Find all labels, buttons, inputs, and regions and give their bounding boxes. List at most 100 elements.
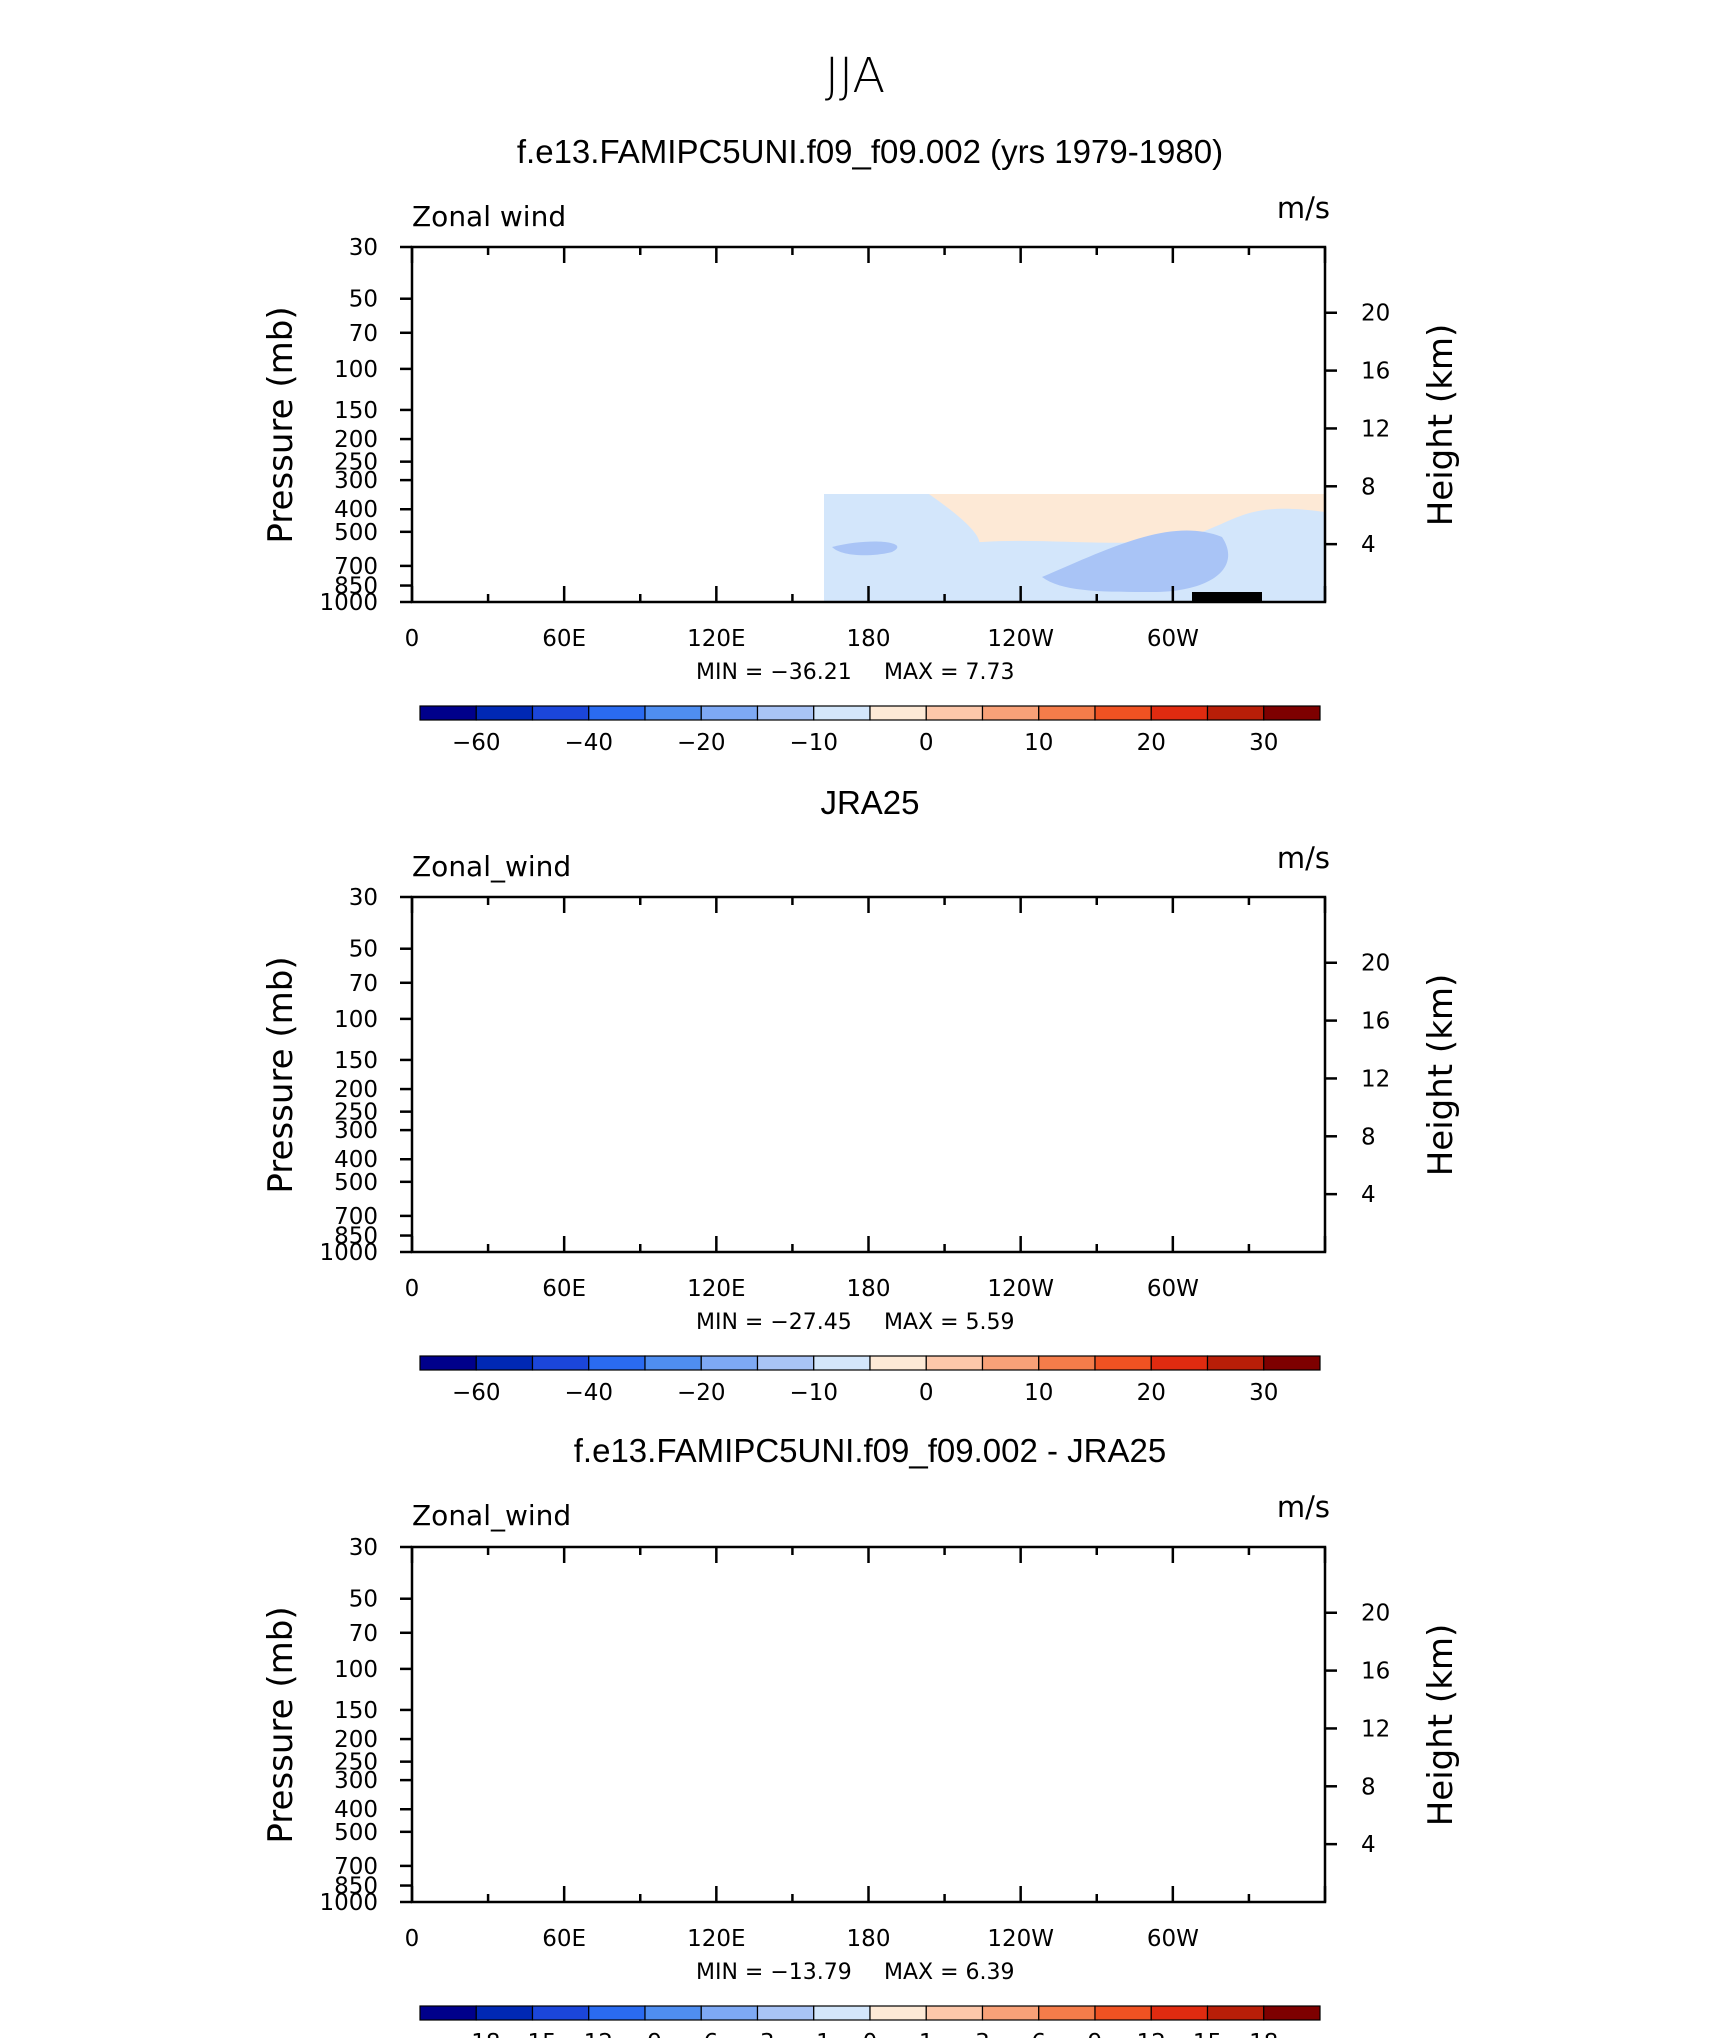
colorbar-label: 18 xyxy=(1249,2030,1278,2038)
colorbar-swatch xyxy=(813,705,871,721)
y-tick-label: 50 xyxy=(349,937,378,963)
y-tick-label: 300 xyxy=(334,1768,378,1794)
colorbar-swatch xyxy=(419,1355,477,1371)
y-tick-label-right: 4 xyxy=(1361,532,1376,558)
y-tick-label: 30 xyxy=(349,885,378,911)
colorbar-swatch xyxy=(1038,2005,1096,2021)
y-tick-label: 1000 xyxy=(319,1240,378,1266)
y-tick-label: 250 xyxy=(334,450,378,476)
y-tick-label: 150 xyxy=(334,1698,378,1724)
y-tick-label: 150 xyxy=(334,398,378,424)
x-tick-label: 120W xyxy=(987,626,1054,652)
colorbar-swatch xyxy=(475,2005,534,2021)
colorbar-swatch xyxy=(419,2005,477,2021)
y-tick-label: 700 xyxy=(334,1854,378,1880)
max-label: MAX = 6.39 xyxy=(884,1960,1015,1985)
y-tick-label: 850 xyxy=(334,1224,378,1250)
y-tick-label: 200 xyxy=(334,1727,378,1753)
colorbar: −60 −40 −20 −10 0 10 20 30 xyxy=(419,705,1321,756)
colorbar-label: −40 xyxy=(564,730,613,756)
contour-region xyxy=(832,541,898,556)
y-tick-label: 850 xyxy=(334,1874,378,1900)
panel-title: f.e13.FAMIPC5UNI.f09_f09.002 (yrs 1979-1… xyxy=(517,133,1223,170)
y-tick-label-right: 16 xyxy=(1361,359,1390,385)
colorbar-label: −10 xyxy=(789,730,838,756)
colorbar-swatch xyxy=(1038,705,1096,721)
contour-region xyxy=(472,1021,754,1137)
panel-title: JRA25 xyxy=(820,784,919,821)
colorbar-swatch xyxy=(1206,2005,1265,2021)
contour-region xyxy=(532,1693,702,1779)
max-label: MAX = 7.73 xyxy=(884,660,1015,685)
y-tick-label: 400 xyxy=(334,1797,378,1823)
panel-obs: JRA25 Zonal_wind m/s 0 60E 120E 180 120W 60W 3… xyxy=(261,784,1461,1406)
y-tick-label-right: 12 xyxy=(1361,1716,1390,1742)
y-tick-label: 50 xyxy=(349,1587,378,1613)
colorbar-swatch xyxy=(588,705,646,721)
max-label: MAX = 5.59 xyxy=(884,1310,1015,1335)
colorbar-swatch xyxy=(813,1355,871,1371)
colorbar-swatch xyxy=(475,705,534,721)
colorbar-swatch xyxy=(1094,1355,1152,1371)
contour-region xyxy=(512,1777,572,1819)
contour-region xyxy=(507,401,612,424)
x-tick-label: 60W xyxy=(1147,1926,1199,1952)
colorbar: −60 −40 −20 −10 0 10 20 30 xyxy=(419,1355,1321,1406)
units-label: m/s xyxy=(1277,1490,1330,1524)
x-tick-label: 0 xyxy=(405,1276,420,1302)
y-tick-label: 700 xyxy=(334,554,378,580)
colorbar-label: −6 xyxy=(684,2030,718,2038)
contour-region xyxy=(921,1675,1092,1748)
contour-region xyxy=(1012,388,1102,421)
min-label: MIN = −27.45 xyxy=(696,1310,852,1335)
contour-region xyxy=(932,362,1117,452)
y-tick-label-right: 8 xyxy=(1361,474,1376,500)
contour-region xyxy=(606,1205,623,1217)
y-tick-label-right: 4 xyxy=(1361,1182,1376,1208)
colorbar-swatch xyxy=(1263,2005,1321,2021)
colorbar-label: 9 xyxy=(1088,2030,1103,2038)
y-tick-label: 70 xyxy=(349,1621,378,1647)
main-title: JJA xyxy=(825,48,885,104)
y-tick-label: 70 xyxy=(349,321,378,347)
colorbar-swatch xyxy=(531,2005,590,2021)
contour-region xyxy=(962,412,1072,458)
y-tick-label-right: 20 xyxy=(1361,1601,1390,1627)
colorbar-swatch xyxy=(1206,705,1265,721)
colorbar-label: −9 xyxy=(628,2030,662,2038)
contour-region xyxy=(412,1561,1325,1582)
colorbar-label: 20 xyxy=(1137,1380,1166,1406)
colorbar-swatch xyxy=(1263,705,1321,721)
colorbar-label: −18 xyxy=(452,2030,501,2038)
units-label: m/s xyxy=(1277,191,1330,225)
colorbar-label: 20 xyxy=(1137,730,1166,756)
contour-region xyxy=(412,1547,1325,1902)
contour-region xyxy=(1132,1673,1304,1817)
colorbar-swatch xyxy=(1206,1355,1265,1371)
y-tick-label: 500 xyxy=(334,1170,378,1196)
colorbar-swatch xyxy=(588,1355,646,1371)
y-tick-label: 100 xyxy=(334,1007,378,1033)
x-tick-label: 0 xyxy=(405,1926,420,1952)
y-tick-label: 300 xyxy=(334,1118,378,1144)
colorbar: −18 −15 −12 −9 −6 −3 −1 0 1 3 6 9 12 15 18 xyxy=(419,2005,1321,2038)
panel-difference: f.e13.FAMIPC5UNI.f09_f09.002 - JRA25 Zon… xyxy=(261,1432,1461,2038)
y-tick-label-right: 20 xyxy=(1361,301,1390,327)
topography xyxy=(482,1885,545,1902)
contour-region xyxy=(1152,1049,1232,1061)
contour-region xyxy=(712,1593,1052,1625)
y-tick-label: 700 xyxy=(334,1204,378,1230)
x-tick-label: 60E xyxy=(542,626,586,652)
x-tick-label: 120W xyxy=(987,1926,1054,1952)
contour-region xyxy=(952,1840,1043,1883)
colorbar-swatch xyxy=(700,2005,759,2021)
plot-area xyxy=(412,1547,1325,1902)
colorbar-swatch xyxy=(1263,1355,1321,1371)
y-tick-label: 400 xyxy=(334,1147,378,1173)
colorbar-label: −60 xyxy=(452,730,501,756)
plot-frame xyxy=(410,1545,1327,1904)
colorbar-label: −1 xyxy=(797,2030,831,2038)
colorbar-swatch xyxy=(644,705,702,721)
